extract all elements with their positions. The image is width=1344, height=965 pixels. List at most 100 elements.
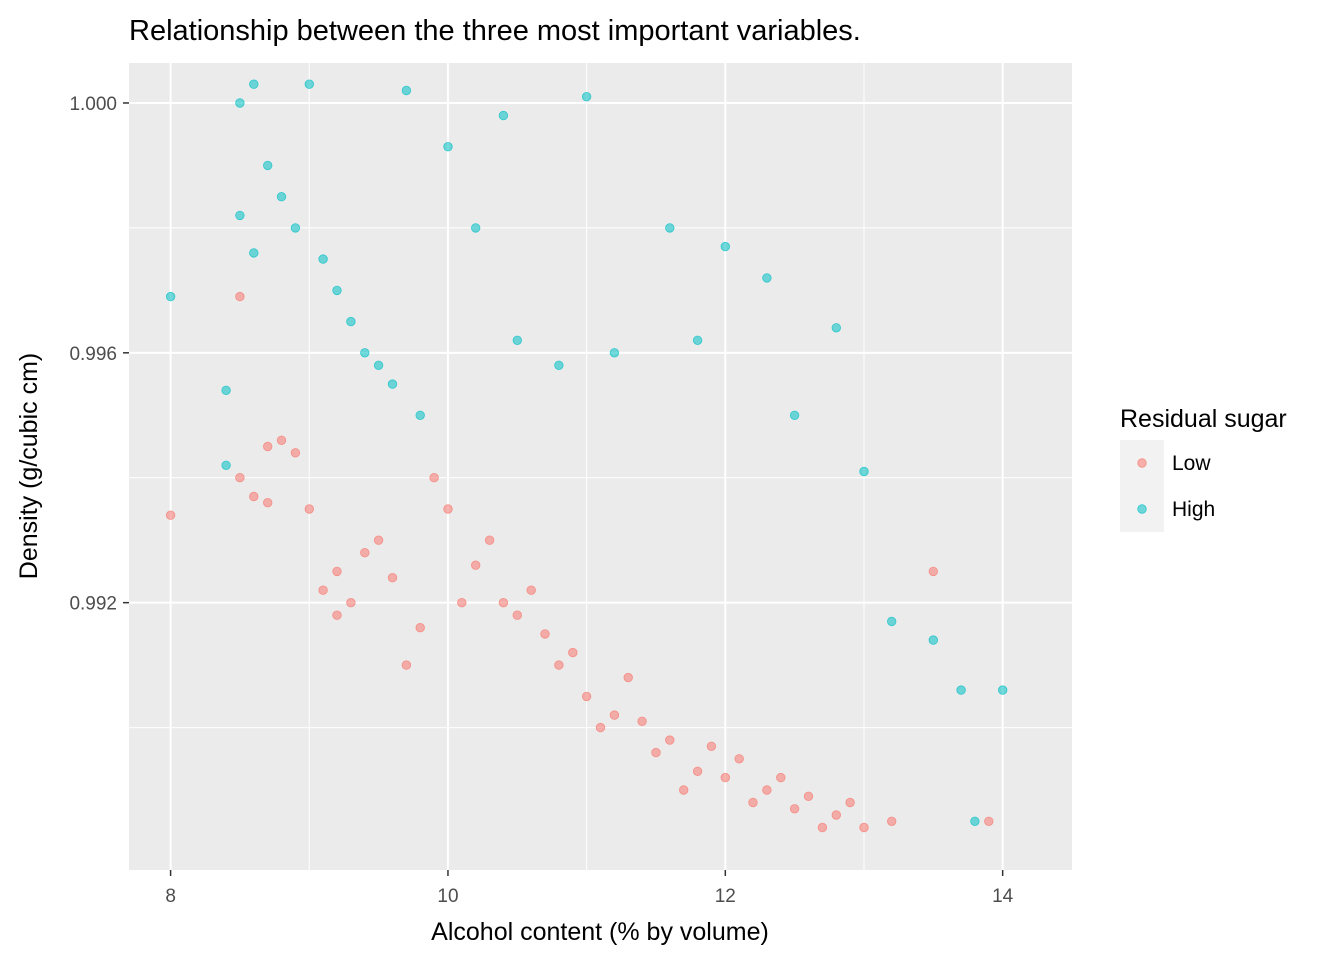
point-low <box>748 797 758 808</box>
point-low <box>512 610 523 620</box>
point-high <box>581 91 592 102</box>
point-low <box>595 722 606 733</box>
point-low <box>498 598 509 608</box>
point-high <box>373 360 384 371</box>
axes-layer: 8 10 12 14 0.992 0.996 1.000 <box>69 94 1013 907</box>
point-high <box>165 291 176 302</box>
point-high <box>221 460 231 471</box>
point-low <box>526 585 536 595</box>
point-high <box>928 635 939 645</box>
point-high <box>276 191 287 202</box>
point-high <box>471 223 481 233</box>
x-tick-label: 8 <box>165 886 176 907</box>
point-low <box>235 291 245 302</box>
point-low <box>789 804 800 814</box>
y-tick-label: 0.996 <box>69 344 117 365</box>
point-high <box>415 410 425 421</box>
point-low <box>831 810 842 820</box>
point-high <box>692 335 703 346</box>
point-low <box>540 629 550 639</box>
point-low <box>276 435 287 446</box>
point-low <box>762 785 772 795</box>
point-low <box>457 598 467 608</box>
point-low <box>249 491 259 502</box>
point-high <box>360 348 370 358</box>
point-low <box>679 785 689 795</box>
y-tick-label: 1.000 <box>69 94 117 115</box>
y-axis-label: Density (g/cubic cm) <box>15 353 43 579</box>
point-low <box>484 535 495 545</box>
point-high <box>554 360 564 371</box>
point-low <box>637 716 647 727</box>
x-tick-label: 14 <box>992 886 1014 907</box>
point-high <box>498 110 509 121</box>
point-high <box>235 210 245 221</box>
point-high <box>720 241 731 252</box>
point-low <box>443 504 453 514</box>
point-low <box>984 816 994 827</box>
point-low <box>651 747 661 758</box>
point-high <box>956 685 966 695</box>
point-high <box>249 248 259 258</box>
chart-title: Relationship between the three most impo… <box>129 15 861 47</box>
point-low <box>554 660 564 670</box>
point-low <box>235 473 245 483</box>
plot-panel <box>129 63 1072 870</box>
point-low <box>568 647 578 658</box>
point-low <box>290 448 301 458</box>
point-low <box>415 623 425 633</box>
point-high <box>304 79 315 89</box>
legend-items: Low High <box>1120 440 1215 532</box>
legend-key-low <box>1137 458 1147 468</box>
point-high <box>970 816 980 827</box>
legend: Residual sugar Low High <box>1120 405 1287 532</box>
point-low <box>429 473 439 483</box>
point-low <box>734 754 744 764</box>
series-low <box>165 291 994 833</box>
point-high <box>332 285 342 296</box>
point-low <box>623 672 633 683</box>
point-high <box>318 254 328 264</box>
point-high <box>401 85 412 96</box>
point-high <box>387 379 398 389</box>
x-tick-label: 12 <box>715 886 736 907</box>
point-low <box>776 772 786 783</box>
point-high <box>263 160 273 171</box>
point-high <box>665 223 675 233</box>
point-low <box>304 504 315 514</box>
point-low <box>263 441 273 452</box>
point-high <box>346 316 356 327</box>
point-low <box>692 766 703 777</box>
x-axis-label: Alcohol content (% by volume) <box>431 918 769 946</box>
point-low <box>332 610 342 620</box>
point-high <box>998 685 1008 695</box>
point-low <box>373 535 384 545</box>
point-high <box>859 466 869 477</box>
point-low <box>817 822 828 833</box>
point-low <box>263 498 273 508</box>
point-low <box>887 816 897 827</box>
point-low <box>581 691 592 702</box>
series-high <box>165 79 1008 827</box>
point-high <box>887 616 897 627</box>
point-low <box>665 735 675 745</box>
point-high <box>443 141 453 152</box>
y-tick-label: 0.992 <box>69 594 117 615</box>
point-high <box>789 410 800 421</box>
x-tick-label: 10 <box>437 886 458 907</box>
legend-key-high <box>1137 504 1147 514</box>
point-high <box>235 98 245 108</box>
point-low <box>401 660 412 670</box>
point-low <box>720 772 731 783</box>
point-low <box>845 797 855 808</box>
points-layer <box>165 79 1008 833</box>
point-high <box>512 335 523 346</box>
legend-title: Residual sugar <box>1120 405 1287 433</box>
point-low <box>609 710 620 720</box>
point-low <box>360 548 370 558</box>
point-low <box>928 566 939 577</box>
point-low <box>165 510 176 520</box>
point-low <box>332 566 342 577</box>
point-high <box>290 223 301 233</box>
